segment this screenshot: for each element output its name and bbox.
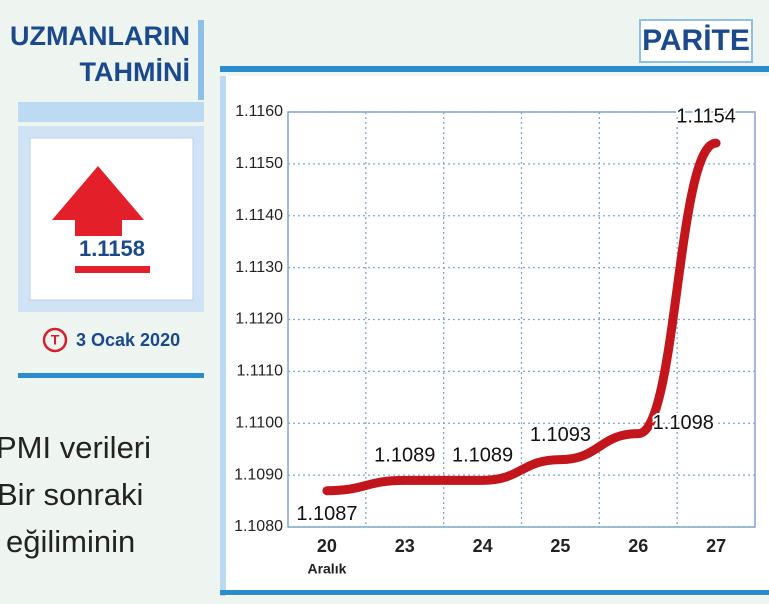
date: 3 Ocak 2020 — [76, 330, 180, 350]
x-tick-label: 26 — [628, 536, 648, 556]
data-label: 1.1087 — [296, 503, 357, 525]
rule — [18, 373, 204, 378]
y-tick-label: 1.1110 — [236, 363, 283, 380]
data-label: 1.1093 — [530, 424, 591, 446]
chart-title: PARİTE — [642, 24, 750, 57]
logo — [42, 327, 68, 353]
x-tick-label: 27 — [706, 536, 726, 556]
y-tick-label: 1.1080 — [234, 518, 283, 535]
y-tick-label: 1.1100 — [235, 414, 283, 431]
y-tick-label: 1.1160 — [235, 103, 283, 120]
accent-bar — [198, 20, 204, 100]
data-label: 1.1154 — [676, 105, 736, 127]
accent-bar — [220, 76, 226, 596]
x-tick-label: 24 — [473, 536, 493, 556]
accent-bar — [18, 102, 204, 122]
line — [322, 138, 721, 496]
underline — [75, 266, 150, 273]
chart: 1.1080 1.1090 1.1100 1.1110 1.1120 1.1130 1.11… — [234, 103, 755, 577]
article-line: PMI verileri — [0, 430, 151, 465]
article-line: eğiliminin — [6, 524, 135, 559]
rule — [220, 66, 769, 72]
up-arrow — [52, 166, 144, 236]
y-tick-label: 1.1090 — [234, 466, 283, 483]
y-tick-label: 1.1120 — [235, 311, 283, 328]
y-tick-label: 1.1140 — [235, 207, 283, 224]
logo-text: T — [51, 332, 60, 348]
title-box — [639, 19, 753, 63]
y-tick-label: 1.1150 — [235, 155, 283, 172]
data-label: 1.1098 — [653, 412, 714, 434]
forecast-value: 1.1158 — [79, 236, 145, 261]
article-line: Bir sonraki — [0, 477, 143, 512]
rule — [220, 590, 769, 595]
x-tick-label: 23 — [395, 536, 415, 556]
sidebar-title: TAHMİNİ — [80, 57, 190, 87]
sidebar-title: UZMANLARIN — [10, 21, 190, 51]
data-label: 1.1089 — [452, 445, 513, 467]
y-tick-label: 1.1130 — [235, 259, 283, 276]
x-tick-label: 25 — [550, 536, 570, 556]
x-sublabel: Aralık — [307, 561, 346, 577]
data-label: 1.1089 — [374, 445, 435, 467]
x-tick-label: 20 — [317, 536, 337, 556]
